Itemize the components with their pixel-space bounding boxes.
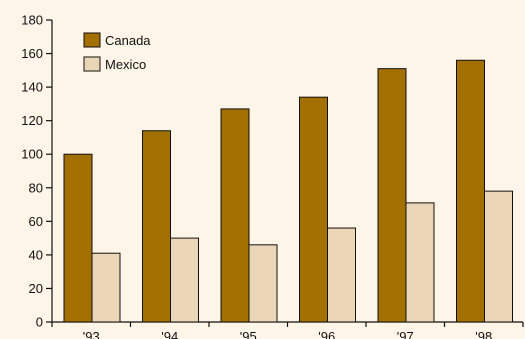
- mexico-bar: [248, 244, 278, 323]
- y-tick-label: 180: [21, 13, 43, 28]
- x-tick-label: '98: [475, 329, 492, 339]
- y-tick-label: 100: [21, 147, 43, 162]
- mexico-bar: [484, 190, 513, 323]
- canada-bar: [220, 108, 250, 323]
- y-tick-label: 120: [21, 113, 43, 128]
- y-tick-label: 140: [21, 80, 43, 95]
- legend-swatch-canada: [83, 32, 101, 48]
- legend-label-mexico: Mexico: [105, 57, 146, 72]
- x-tick-label: '93: [83, 329, 100, 339]
- mexico-bar: [405, 202, 435, 323]
- canada-bar: [63, 153, 93, 323]
- x-tick-label: '96: [318, 329, 335, 339]
- mexico-bar: [327, 227, 356, 323]
- bars: [63, 59, 513, 323]
- canada-bar: [377, 68, 407, 323]
- y-tick-label: 160: [21, 46, 43, 61]
- legend-label-canada: Canada: [105, 33, 151, 48]
- legend: Canada Mexico: [83, 32, 151, 72]
- x-axis-ticks: '93 '94 '95 '96 '97 '98: [51, 322, 524, 339]
- canada-bar: [299, 96, 328, 323]
- mexico-bar: [170, 237, 199, 323]
- mexico-bar: [91, 252, 121, 323]
- legend-swatch-mexico: [83, 56, 101, 72]
- y-axis-ticks: 0 20 40 60 80 100 120 140 160 180: [21, 13, 52, 330]
- y-tick-label: 60: [29, 214, 43, 229]
- y-tick-label: 80: [29, 180, 43, 195]
- canada-bar: [142, 130, 171, 323]
- x-tick-label: '97: [397, 329, 414, 339]
- x-tick-label: '95: [240, 329, 257, 339]
- y-tick-label: 20: [29, 281, 43, 296]
- x-tick-label: '94: [161, 329, 178, 339]
- y-tick-label: 0: [36, 315, 43, 330]
- canada-bar: [456, 59, 485, 323]
- y-tick-label: 40: [29, 247, 43, 262]
